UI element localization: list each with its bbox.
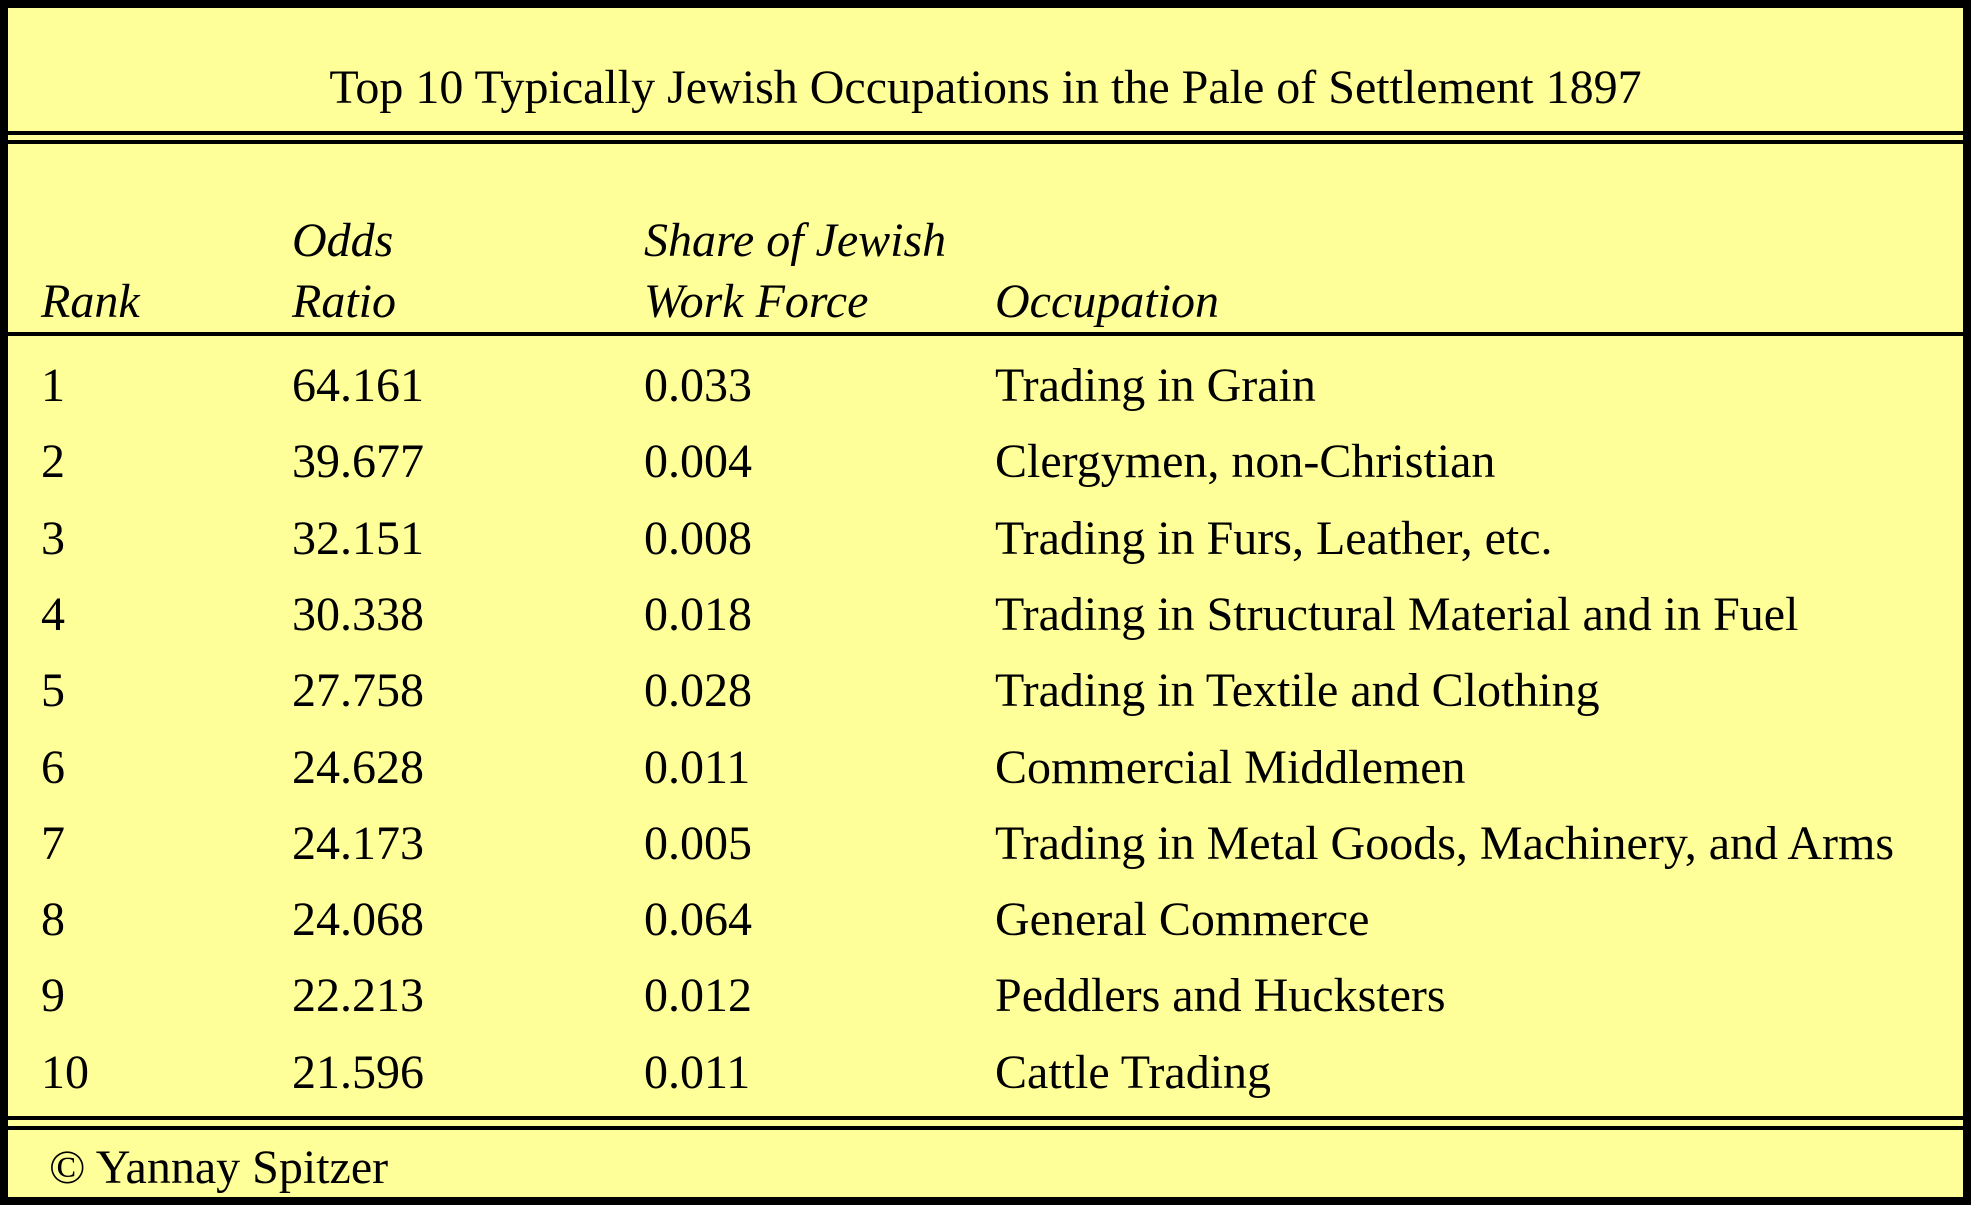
rank-cell: 2 (41, 435, 65, 489)
title-rule-top (8, 131, 1963, 135)
occupation-cell: Commercial Middlemen (995, 740, 1466, 794)
rank-cell: 1 (41, 359, 65, 412)
share-cell: 0.011 (644, 1045, 751, 1099)
occupation-cell: Trading in Metal Goods, Machinery, and A… (995, 816, 1895, 870)
rank-cell: 3 (41, 511, 65, 565)
copyright-text: © Yannay Spitzer (49, 1141, 389, 1194)
share-cell: 0.012 (644, 969, 752, 1023)
column-header-2-line1: Share of Jewish (644, 214, 947, 267)
column-header-1-line1: Odds (292, 214, 394, 267)
share-cell: 0.033 (644, 359, 752, 412)
table-title: Top 10 Typically Jewish Occupations in t… (329, 61, 1642, 114)
occupation-cell: General Commerce (995, 893, 1370, 947)
footer-rule-bottom (8, 1126, 1963, 1130)
odds-ratio-cell: 32.151 (292, 511, 424, 565)
rank-cell: 6 (41, 740, 65, 794)
odds-ratio-cell: 22.213 (292, 969, 424, 1023)
odds-ratio-cell: 30.338 (292, 587, 424, 641)
odds-ratio-cell: 24.628 (292, 740, 424, 794)
occupation-cell: Trading in Furs, Leather, etc. (995, 511, 1553, 565)
odds-ratio-cell: 24.068 (292, 893, 424, 947)
odds-ratio-cell: 27.758 (292, 664, 424, 718)
column-header-3-line2: Occupation (995, 275, 1219, 328)
header-rule (8, 332, 1963, 336)
occupation-cell: Trading in Structural Material and in Fu… (995, 587, 1799, 641)
occupation-cell: Trading in Textile and Clothing (995, 664, 1600, 718)
share-cell: 0.018 (644, 587, 752, 641)
title-rule-bottom (8, 140, 1963, 144)
column-header-0-line2: Rank (41, 275, 140, 328)
footer-rule-top (8, 1116, 1963, 1120)
rank-cell: 9 (41, 969, 65, 1023)
occupation-cell: Trading in Grain (995, 359, 1316, 412)
rank-cell: 4 (41, 587, 65, 641)
rank-cell: 8 (41, 893, 65, 947)
odds-ratio-cell: 21.596 (292, 1045, 424, 1099)
occupation-cell: Cattle Trading (995, 1045, 1272, 1099)
share-cell: 0.028 (644, 664, 752, 718)
occupation-cell: Clergymen, non-Christian (995, 435, 1496, 489)
share-cell: 0.004 (644, 435, 752, 489)
odds-ratio-cell: 64.161 (292, 359, 424, 412)
odds-ratio-cell: 39.677 (292, 435, 424, 489)
rank-cell: 10 (41, 1045, 89, 1099)
occupation-cell: Peddlers and Hucksters (995, 969, 1446, 1023)
odds-ratio-cell: 24.173 (292, 816, 424, 870)
rank-cell: 7 (41, 816, 65, 870)
rank-cell: 5 (41, 664, 65, 718)
share-cell: 0.005 (644, 816, 752, 870)
share-cell: 0.064 (644, 893, 752, 947)
share-cell: 0.011 (644, 740, 751, 794)
column-header-1-line2: Ratio (292, 275, 396, 328)
column-header-2-line2: Work Force (644, 275, 869, 328)
share-cell: 0.008 (644, 511, 752, 565)
